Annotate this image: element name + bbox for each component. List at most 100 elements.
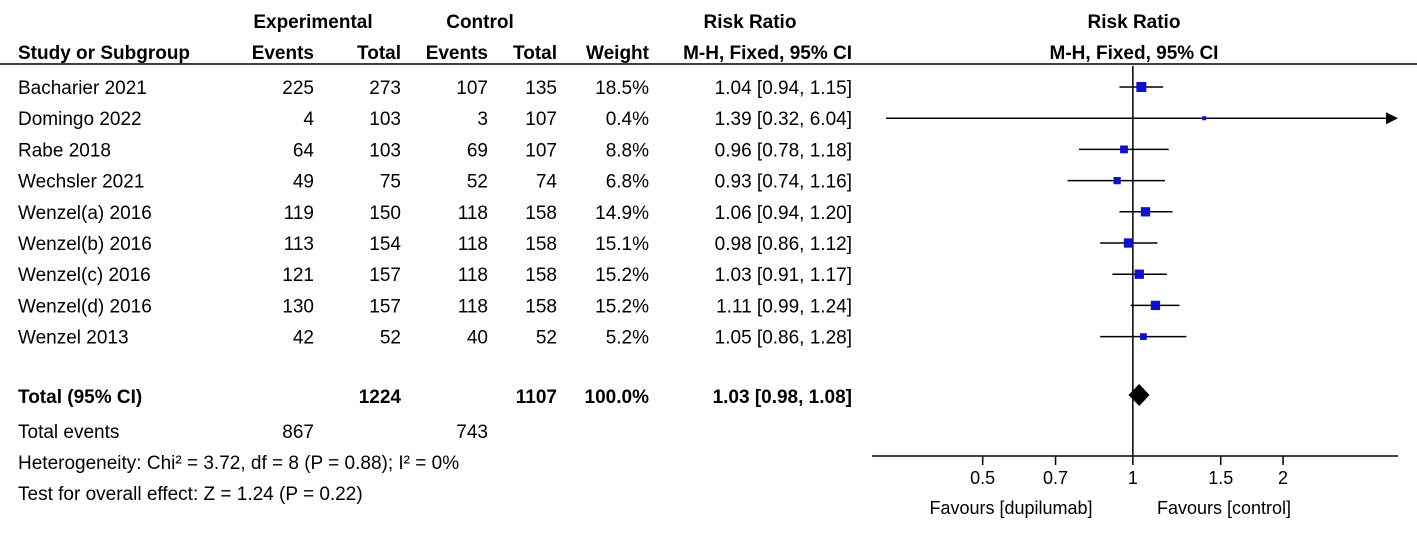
exp-total-cell: 157 <box>369 265 401 286</box>
study-name: Wenzel(b) 2016 <box>18 234 152 255</box>
total-events-ctl: 743 <box>456 422 488 443</box>
total-exp-total: 1224 <box>359 387 402 408</box>
ci-cell: 1.06 [0.94, 1.20] <box>715 203 852 224</box>
ctl-events-cell: 3 <box>477 109 488 130</box>
study-name: Wechsler 2021 <box>18 172 144 193</box>
header-method: M-H, Fixed, 95% CI <box>683 43 852 64</box>
weight-cell: 8.8% <box>606 140 649 161</box>
exp-events-cell: 225 <box>282 78 314 99</box>
study-mark <box>1119 82 1164 92</box>
header-study: Study or Subgroup <box>18 43 190 64</box>
point-estimate-square <box>1123 238 1134 248</box>
ctl-total-cell: 158 <box>525 203 557 224</box>
exp-total-cell: 157 <box>369 296 401 317</box>
pooled-diamond <box>1128 384 1150 406</box>
header-weight: Weight <box>586 43 650 64</box>
study-mark <box>1067 176 1166 185</box>
ci-cell: 1.05 [0.86, 1.28] <box>715 328 852 349</box>
study-mark <box>1119 207 1173 217</box>
total-ctl-total: 1107 <box>516 387 557 408</box>
x-axis-ticks: 0.5 0.7 1 1.5 2 <box>970 456 1288 488</box>
header-risk-ratio: Risk Ratio <box>704 12 797 33</box>
exp-events-cell: 49 <box>293 172 314 193</box>
table-row: Bacharier 2021 225 273 107 135 18.5% 1.04 [0.9… <box>18 78 852 99</box>
header-experimental: Experimental <box>253 12 372 33</box>
x-tick-label: 0.7 <box>1043 468 1068 488</box>
ctl-total-cell: 107 <box>525 140 557 161</box>
exp-total-cell: 150 <box>369 203 401 224</box>
favours-left-label: Favours [dupilumab] <box>929 498 1092 518</box>
x-tick-label: 1 <box>1128 468 1138 488</box>
exp-events-cell: 42 <box>293 328 314 349</box>
x-tick-label: 1.5 <box>1208 468 1233 488</box>
exp-events-cell: 113 <box>284 234 314 255</box>
study-name: Wenzel(a) 2016 <box>18 203 152 224</box>
header-control: Control <box>446 12 514 33</box>
table-row: Wenzel(b) 2016 113 154 118 158 15.1% 0.98 [0.8… <box>18 234 852 255</box>
exp-total-cell: 154 <box>369 234 401 255</box>
favours-right-label: Favours [control] <box>1157 498 1291 518</box>
ctl-events-cell: 107 <box>456 78 488 99</box>
study-name: Rabe 2018 <box>18 140 111 161</box>
study-name: Wenzel(d) 2016 <box>18 296 152 317</box>
weight-cell: 6.8% <box>606 172 649 193</box>
point-estimate-square <box>1140 207 1151 217</box>
point-estimate-square <box>1140 333 1147 340</box>
ci-arrow-right <box>1386 112 1398 125</box>
study-mark <box>1100 238 1158 248</box>
point-estimate-square <box>1120 145 1128 154</box>
x-tick-label: 0.5 <box>970 468 995 488</box>
weight-cell: 15.2% <box>595 296 649 317</box>
exp-events-cell: 130 <box>282 296 314 317</box>
weight-cell: 15.1% <box>595 234 649 255</box>
study-mark <box>1079 145 1169 154</box>
table-row: Wenzel(a) 2016 119 150 118 158 14.9% 1.06 [0.9… <box>18 203 852 224</box>
exp-total-cell: 273 <box>369 78 401 99</box>
ctl-total-cell: 158 <box>525 265 557 286</box>
ci-cell: 0.98 [0.86, 1.12] <box>715 234 852 255</box>
total-events-exp: 867 <box>282 422 314 443</box>
ctl-total-cell: 52 <box>536 328 557 349</box>
ctl-events-cell: 118 <box>458 234 488 255</box>
point-estimate-square <box>1136 82 1147 92</box>
exp-total-cell: 52 <box>380 328 401 349</box>
header-ctl-events: Events <box>426 43 488 64</box>
exp-events-cell: 119 <box>284 203 314 224</box>
total-ci: 1.03 [0.98, 1.08] <box>713 387 852 408</box>
table-row: Wenzel 2013 42 52 40 52 5.2% 1.05 [0.86, 1.28] <box>18 328 852 349</box>
study-name: Wenzel(c) 2016 <box>18 265 151 286</box>
ci-cell: 0.96 [0.78, 1.18] <box>715 140 852 161</box>
point-estimate-square <box>1150 300 1161 311</box>
exp-events-cell: 4 <box>303 109 314 130</box>
ci-cell: 1.04 [0.94, 1.15] <box>715 78 852 99</box>
study-mark <box>1100 333 1187 340</box>
exp-total-cell: 103 <box>369 140 401 161</box>
total-events-label: Total events <box>18 422 119 443</box>
ctl-events-cell: 118 <box>458 296 488 317</box>
ctl-events-cell: 118 <box>458 203 488 224</box>
ci-cell: 1.03 [0.91, 1.17] <box>715 265 852 286</box>
exp-total-cell: 103 <box>369 109 401 130</box>
ctl-events-cell: 52 <box>467 172 488 193</box>
forest-marks <box>885 82 1398 406</box>
ctl-total-cell: 135 <box>525 78 557 99</box>
ctl-total-cell: 107 <box>525 109 557 130</box>
weight-cell: 15.2% <box>595 265 649 286</box>
study-name: Wenzel 2013 <box>18 328 129 349</box>
study-mark <box>885 112 1398 125</box>
ctl-events-cell: 40 <box>467 328 488 349</box>
ctl-total-cell: 158 <box>525 296 557 317</box>
point-estimate-square <box>1113 176 1121 185</box>
total-label: Total (95% CI) <box>18 387 142 408</box>
ci-cell: 0.93 [0.74, 1.16] <box>715 172 852 193</box>
plot-header-method: M-H, Fixed, 95% CI <box>1050 43 1219 64</box>
table-row: Wechsler 2021 49 75 52 74 6.8% 0.93 [0.74, 1.1… <box>18 172 852 193</box>
ctl-total-cell: 74 <box>536 172 558 193</box>
header-ctl-total: Total <box>513 43 557 64</box>
heterogeneity-text: Heterogeneity: Chi² = 3.72, df = 8 (P = … <box>18 453 459 474</box>
exp-events-cell: 64 <box>293 140 315 161</box>
study-rows: Bacharier 2021 225 273 107 135 18.5% 1.04 [0.9… <box>18 78 852 349</box>
table-row: Wenzel(c) 2016 121 157 118 158 15.2% 1.03 [0.9… <box>18 265 852 286</box>
header-exp-events: Events <box>252 43 314 64</box>
